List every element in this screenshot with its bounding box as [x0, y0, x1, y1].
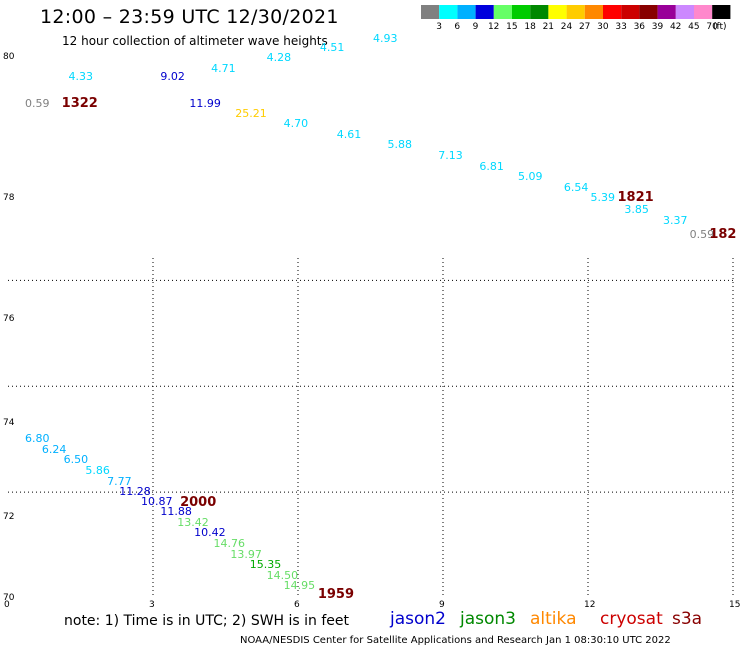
wave-height-value: 10.42 [194, 526, 226, 540]
legend-label: 9 [472, 22, 479, 32]
satellite-name: jason3 [460, 609, 516, 629]
satellite-name: jason2 [390, 609, 446, 629]
legend-swatch [530, 5, 549, 19]
wave-height-value: 6.50 [63, 453, 89, 467]
legend-swatch [584, 5, 603, 19]
legend-label: 15 [506, 22, 518, 32]
y-tick-label: 80 [3, 52, 15, 62]
legend-swatch [603, 5, 622, 19]
wave-height-value: 3.85 [624, 202, 649, 216]
wave-height-value: 14.50 [266, 568, 299, 582]
legend-label: 27 [578, 22, 591, 32]
wave-height-value: 5.09 [518, 170, 543, 184]
legend-label: 3 [436, 22, 442, 32]
legend-label: 21 [542, 22, 555, 32]
wave-height-value: 6.24 [41, 442, 67, 456]
footnote: note: 1) Time is in UTC; 2) SWH is in fe… [64, 613, 350, 629]
y-tick-label: 78 [3, 193, 15, 203]
legend-label: 36 [633, 22, 646, 32]
pass-time-label: 1322 [61, 96, 98, 112]
wave-height-value: 14.76 [213, 537, 246, 550]
x-tick-label: 3 [149, 600, 155, 610]
x-tick-label: 6 [294, 600, 300, 610]
satellite-name: s3a [672, 609, 703, 629]
legend-swatch [639, 5, 658, 19]
wave-height-value: 4.28 [266, 51, 292, 64]
wave-height-value: 11.28 [119, 485, 151, 499]
legend-label: 39 [651, 22, 664, 32]
wave-height-value: 4.71 [211, 61, 236, 75]
credit-line: NOAA/NESDIS Center for Satellite Applica… [240, 635, 671, 646]
wave-height-value: 13.97 [230, 547, 262, 561]
pass-time-label: 1821 [617, 190, 654, 206]
y-tick-label: 74 [3, 418, 15, 428]
legend-label: 6 [454, 22, 461, 32]
wave-height-value: 4.51 [319, 41, 345, 55]
wave-height-value: 0.59 [25, 97, 50, 111]
wave-height-value: 5.39 [590, 191, 616, 205]
wave-height-value: 11.88 [160, 505, 192, 519]
legend-swatch [621, 5, 640, 19]
legend-swatch [712, 5, 731, 19]
legend-label: 30 [597, 22, 609, 32]
satellite-name: cryosat [600, 609, 663, 629]
legend-label: 18 [524, 22, 536, 32]
x-tick-label: 12 [584, 600, 596, 610]
pass-time-label: 1959 [317, 587, 355, 603]
wave-height-value: 6.54 [563, 180, 589, 194]
x-tick-label: 9 [439, 600, 445, 610]
wave-height-value: 4.70 [283, 117, 309, 131]
legend-swatch [421, 5, 440, 19]
chart-title: 12:00 – 23:59 UTC 12/30/2021 [40, 6, 339, 28]
wave-height-value: 0.59 [689, 228, 715, 242]
legend-swatch [566, 5, 585, 19]
legend-label: 70 [706, 22, 718, 32]
wave-height-value: 25.21 [235, 106, 267, 120]
wave-height-value: 5.86 [85, 463, 110, 477]
legend-swatch [694, 5, 713, 19]
legend-swatch [439, 5, 458, 19]
wave-height-value: 14.95 [283, 579, 316, 593]
wave-height-value: 4.93 [373, 32, 398, 46]
legend-label: 42 [669, 22, 682, 32]
chart-subtitle: 12 hour collection of altimeter wave hei… [62, 34, 328, 48]
x-tick-label: 15 [729, 600, 740, 610]
y-tick-label: 70 [3, 593, 15, 603]
legend-label: 24 [560, 22, 573, 32]
legend-units: (ft) [713, 22, 727, 32]
satellite-name: altika [530, 609, 577, 629]
wave-height-value: 6.80 [25, 432, 50, 446]
y-tick-label: 72 [3, 512, 15, 522]
legend-label: 45 [688, 22, 700, 32]
wave-height-value: 4.33 [68, 69, 94, 83]
wave-height-value: 4.61 [336, 127, 362, 141]
wave-height-value: 13.42 [177, 515, 209, 529]
pass-time-label: 182 [709, 227, 737, 243]
wave-height-value: 11.99 [189, 97, 221, 111]
color-legend-bar [421, 5, 731, 19]
wave-height-value: 7.77 [107, 474, 132, 488]
legend-label: 33 [615, 22, 627, 32]
pass-time-label: 2000 [180, 494, 217, 510]
x-tick-label: 0 [4, 600, 10, 610]
wave-height-value: 7.13 [438, 148, 463, 162]
wave-height-value: 10.87 [141, 494, 173, 508]
legend-swatch [457, 5, 476, 19]
legend-swatch [548, 5, 567, 19]
y-tick-label: 76 [3, 314, 15, 324]
legend-swatch [512, 5, 531, 19]
wave-height-value: 9.02 [160, 69, 185, 83]
legend-swatch [493, 5, 512, 19]
legend-swatch [475, 5, 494, 19]
wave-height-value: 5.88 [387, 138, 413, 152]
legend-swatch [675, 5, 694, 19]
legend-swatch [657, 5, 676, 19]
wave-height-value: 6.81 [479, 159, 504, 173]
wave-height-value: 15.35 [249, 558, 282, 572]
legend-label: 12 [487, 22, 500, 32]
wave-height-value: 3.37 [663, 214, 688, 228]
